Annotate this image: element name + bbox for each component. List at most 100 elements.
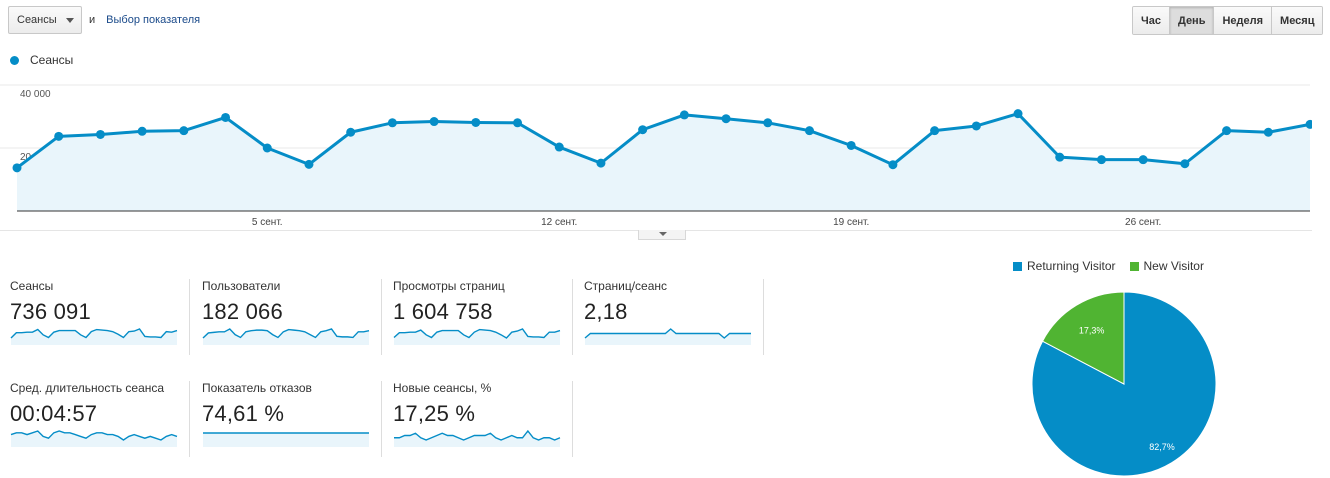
metric-select[interactable]: Сеансы (8, 6, 82, 34)
tile-pageviews[interactable]: Просмотры страниц 1 604 758 (391, 279, 573, 355)
data-point[interactable] (888, 160, 898, 170)
legend-item-returning[interactable]: Returning Visitor (1013, 259, 1116, 273)
data-point[interactable] (179, 126, 189, 136)
data-point[interactable] (721, 114, 731, 124)
sparkline-line (10, 430, 178, 441)
data-point[interactable] (763, 118, 773, 128)
tile-value: 74,61 % (202, 401, 285, 426)
series-line (16, 112, 1311, 170)
data-point[interactable] (95, 129, 105, 139)
tile-users[interactable]: Пользователи 182 066 (200, 279, 382, 355)
data-point[interactable] (1138, 155, 1148, 165)
chevron-down-icon (66, 18, 74, 23)
sparkline-area (203, 329, 369, 345)
data-point[interactable] (804, 126, 814, 136)
sparkline (202, 328, 370, 345)
series-area (17, 113, 1310, 211)
pick-metric-link[interactable]: Выбор показателя (106, 14, 201, 26)
tile-new-sessions[interactable]: Новые сеансы, % 17,25 % (391, 381, 573, 457)
data-point[interactable] (346, 127, 356, 137)
tile-label: Пользователи (202, 279, 281, 293)
tile-label: Сред. длительность сеанса (10, 381, 165, 395)
data-point[interactable] (1222, 126, 1232, 136)
data-point[interactable] (471, 117, 481, 127)
sparkline-area (394, 329, 560, 345)
tile-label: Новые сеансы, % (393, 381, 492, 395)
data-point[interactable] (1263, 127, 1273, 137)
data-point[interactable] (1305, 119, 1313, 129)
data-point[interactable] (1055, 152, 1065, 162)
legend-label: New Visitor (1143, 259, 1204, 273)
data-point[interactable] (1013, 109, 1023, 119)
sparkline-area (394, 431, 560, 447)
sparkline-area (203, 433, 369, 447)
sparkline-line (393, 328, 561, 339)
sparkline (584, 328, 751, 345)
tile-label: Сеансы (10, 279, 54, 293)
legend-label: Returning Visitor (1027, 259, 1116, 273)
period-switcher: Час День Неделя Месяц (1132, 6, 1324, 35)
data-point[interactable] (679, 110, 689, 120)
x-tick-label: 26 сент. (1125, 217, 1161, 228)
data-point[interactable] (262, 143, 272, 153)
period-month-button[interactable]: Месяц (1271, 7, 1323, 34)
tile-value: 182 066 (202, 299, 283, 324)
data-point[interactable] (1096, 155, 1106, 165)
chevron-down-icon (659, 232, 667, 236)
period-day-button[interactable]: День (1168, 7, 1214, 34)
metric-select-value: Сеансы (17, 14, 57, 26)
data-point[interactable] (221, 112, 231, 122)
tile-label: Просмотры страниц (393, 279, 505, 293)
sparkline-area (11, 329, 177, 345)
tile-bounce-rate[interactable]: Показатель отказов 74,61 % (200, 381, 382, 457)
data-point[interactable] (12, 163, 22, 173)
data-point[interactable] (596, 158, 606, 168)
sparkline-line (10, 328, 178, 339)
pie-slice-label: 17,3% (1079, 325, 1105, 335)
legend-item-new[interactable]: New Visitor (1129, 259, 1204, 273)
data-point[interactable] (930, 126, 940, 136)
legend-swatch (1013, 261, 1022, 271)
data-point[interactable] (387, 118, 397, 128)
tile-label: Страниц/сеанс (584, 279, 668, 293)
sparkline-area (585, 329, 751, 345)
data-point[interactable] (554, 142, 564, 152)
toolbar: Сеансы и Выбор показателя (8, 6, 200, 34)
x-tick-label: 19 сент. (833, 217, 869, 228)
tile-value: 17,25 % (393, 401, 476, 426)
tile-avg-session-duration[interactable]: Сред. длительность сеанса 00:04:57 (8, 381, 190, 457)
data-point[interactable] (54, 131, 64, 141)
tile-value: 2,18 (584, 299, 628, 324)
pie-slice[interactable] (1041, 292, 1125, 385)
data-point[interactable] (429, 117, 439, 127)
and-label: и (89, 14, 96, 26)
sparkline (10, 328, 178, 345)
data-point[interactable] (137, 126, 147, 136)
tile-value: 1 604 758 (393, 299, 493, 324)
visitor-type-pie-chart[interactable]: 82,7% 17,3% (1030, 292, 1220, 478)
tile-sessions[interactable]: Сеансы 736 091 (8, 279, 190, 355)
data-point[interactable] (971, 121, 981, 131)
sparkline-line (394, 429, 561, 441)
tile-value: 00:04:57 (10, 401, 98, 426)
tile-value: 736 091 (10, 299, 91, 324)
data-point[interactable] (638, 125, 648, 135)
tile-pages-per-session[interactable]: Страниц/сеанс 2,18 (582, 279, 764, 355)
series-dot-icon (10, 55, 19, 65)
pie-legend: Returning Visitor New Visitor (1013, 259, 1218, 273)
data-point[interactable] (846, 140, 856, 150)
period-hour-button[interactable]: Час (1133, 7, 1169, 34)
x-tick-label: 5 сент. (252, 217, 283, 228)
period-week-button[interactable]: Неделя (1213, 7, 1272, 34)
data-point[interactable] (1180, 159, 1190, 169)
pie-slice-label: 82,7% (1149, 442, 1175, 452)
data-point[interactable] (304, 159, 314, 169)
sparkline (394, 429, 561, 447)
sparkline-line (584, 328, 751, 339)
expand-chart-button[interactable] (638, 230, 686, 240)
main-chart-legend-label: Сеансы (30, 53, 74, 67)
x-tick-label: 12 сент. (541, 217, 577, 228)
y-tick-label: 40 000 (20, 89, 51, 100)
data-point[interactable] (513, 118, 523, 128)
